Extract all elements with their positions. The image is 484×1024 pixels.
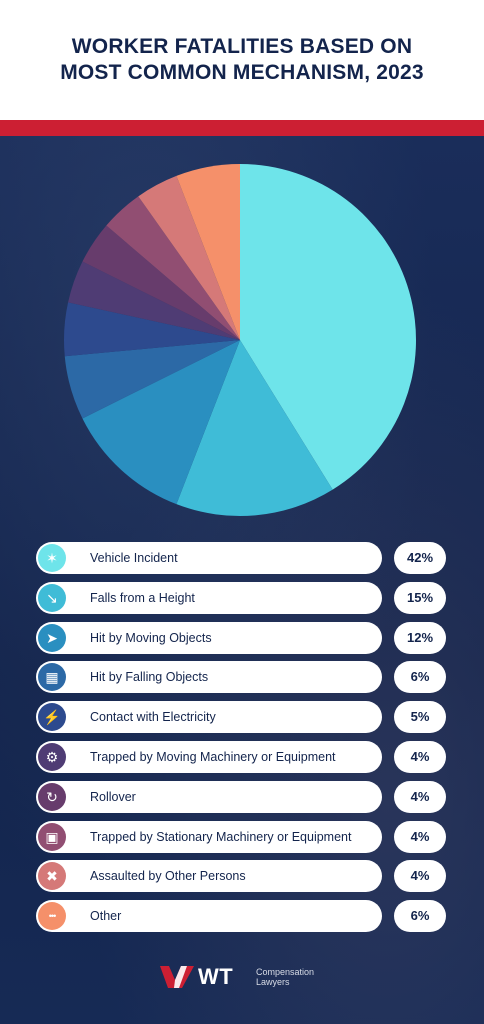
legend-value: 15% (394, 581, 446, 614)
legend-row: ↻ Rollover 4% (36, 780, 446, 813)
legend-label: Falls from a Height (90, 590, 195, 605)
legend-value: 5% (394, 701, 446, 734)
pie-slice (82, 225, 240, 340)
legend-value: 6% (394, 900, 446, 933)
legend-row: ▣ Trapped by Stationary Machinery or Equi… (36, 820, 446, 853)
tractor-icon: ▣ (38, 822, 66, 851)
legend-row: ⚡ Contact with Electricity 5% (36, 701, 446, 734)
legend-value: 12% (394, 621, 446, 654)
accent-bar (0, 120, 484, 136)
moving-object-icon: ➤ (38, 623, 66, 652)
legend-label-pill: ⚡ Contact with Electricity (36, 701, 382, 734)
legend-row: ➤ Hit by Moving Objects 12% (36, 621, 446, 654)
pie-slice (64, 340, 240, 419)
pie-chart (63, 164, 417, 517)
title-line-2: MOST COMMON MECHANISM, 2023 (60, 61, 424, 84)
legend-label-pill: ✶ Vehicle Incident (36, 542, 382, 574)
legend-label-pill: ⚙ Trapped by Moving Machinery or Equipmen… (36, 741, 382, 773)
legend-label-pill: ↘ Falls from a Height (36, 581, 382, 614)
legend-label-pill: ••• Other (36, 900, 382, 933)
legend-label: Assaulted by Other Persons (90, 869, 246, 884)
electricity-icon: ⚡ (38, 703, 66, 732)
logo-subtitle-line-2: Lawyers (256, 977, 290, 987)
legend-value: 4% (394, 860, 446, 893)
legend-value: 4% (394, 820, 446, 853)
pie-slice (106, 196, 240, 340)
legend-row: ✶ Vehicle Incident 42% (36, 542, 446, 574)
legend-row: ⚙ Trapped by Moving Machinery or Equipmen… (36, 741, 446, 773)
legend-label-pill: ▦ Hit by Falling Objects (36, 661, 382, 694)
assault-icon: ✖ (38, 862, 66, 891)
pie-slice (138, 175, 240, 340)
legend-label-pill: ➤ Hit by Moving Objects (36, 621, 382, 654)
legend-label: Contact with Electricity (90, 710, 216, 725)
header: WORKER FATALITIES BASED ON MOST COMMON M… (0, 0, 484, 120)
logo-text: WT (198, 964, 234, 989)
legend-label: Hit by Falling Objects (90, 670, 209, 685)
legend-label-pill: ✖ Assaulted by Other Persons (36, 860, 382, 893)
title-line-1: WORKER FATALITIES BASED ON (71, 35, 413, 58)
pie-slice (82, 340, 240, 505)
legend-label: Rollover (90, 789, 136, 804)
legend-label-pill: ↻ Rollover (36, 780, 382, 813)
legend-label: Trapped by Moving Machinery or Equipment (90, 750, 336, 764)
legend-label: Other (90, 909, 122, 924)
legend-value: 6% (394, 661, 446, 694)
pie-slice (68, 261, 240, 340)
page-title: WORKER FATALITIES BASED ON MOST COMMON M… (0, 34, 484, 86)
legend-label-pill: ▣ Trapped by Stationary Machinery or Equi… (36, 820, 382, 853)
legend-label: Vehicle Incident (90, 551, 178, 565)
legend-label: Trapped by Stationary Machinery or Equip… (90, 829, 352, 844)
legend-row: ↘ Falls from a Height 15% (36, 581, 446, 614)
pie-slice (176, 340, 333, 517)
car-crash-icon: ✶ (38, 544, 66, 572)
rollover-icon: ↻ (38, 782, 66, 811)
legend-row: ✖ Assaulted by Other Persons 4% (36, 860, 446, 893)
machinery-icon: ⚙ (38, 743, 66, 771)
more-dots-icon: ••• (38, 902, 66, 931)
logo: WT Compensation Lawyers (160, 964, 330, 992)
legend-row: ▦ Hit by Falling Objects 6% (36, 661, 446, 694)
legend-value: 4% (394, 741, 446, 773)
legend-row: ••• Other 6% (36, 900, 446, 933)
logo-subtitle: Compensation Lawyers (256, 967, 314, 987)
falling-person-icon: ↘ (38, 583, 66, 612)
legend-value: 42% (394, 542, 446, 574)
pie-slice (176, 164, 240, 340)
pie-slice (240, 164, 417, 490)
legend-value: 4% (394, 780, 446, 813)
legend-label: Hit by Moving Objects (90, 630, 212, 645)
pie-slice (63, 302, 240, 357)
falling-objects-icon: ▦ (38, 663, 66, 692)
logo-subtitle-line-1: Compensation (256, 967, 315, 977)
logo-mark-icon (160, 966, 194, 988)
